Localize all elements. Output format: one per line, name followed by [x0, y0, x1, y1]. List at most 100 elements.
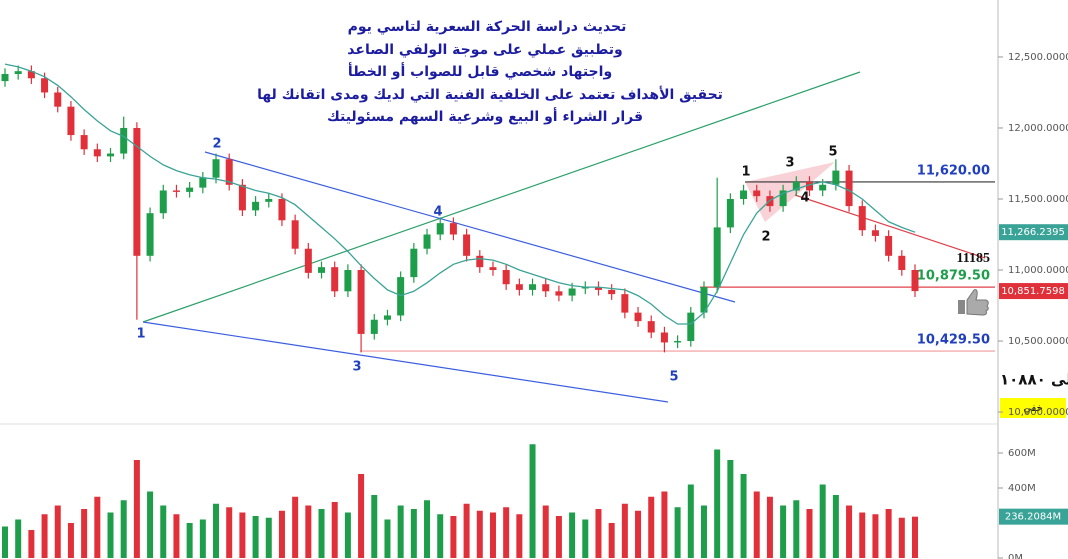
volume-bar: [516, 514, 523, 558]
pennant-label: 3: [785, 156, 794, 171]
candle-body: [832, 170, 840, 185]
candle-body: [542, 284, 550, 292]
volume-bar: [265, 517, 272, 558]
volume-bar: [15, 519, 22, 558]
volume-bar: [120, 500, 127, 558]
volume-bar: [67, 523, 74, 558]
candle-body: [621, 294, 629, 313]
candle-body: [383, 315, 391, 320]
candle-body: [581, 287, 589, 289]
volume-bar: [503, 507, 510, 558]
pennant-label: 5: [828, 145, 837, 160]
trend-line: [794, 194, 986, 259]
volume-bar: [687, 484, 694, 558]
pennant: [745, 162, 835, 222]
volume-bar: [542, 505, 549, 558]
volume-bar: [555, 516, 562, 558]
volume-bar: [872, 514, 879, 558]
volume-bar: [727, 460, 734, 558]
title-line: وتطبيق عملي على موجة الولفي الصاعد: [347, 42, 622, 58]
wave-label: 2: [212, 137, 221, 152]
volume-bar: [331, 502, 338, 558]
volume-bar: [674, 507, 681, 558]
icon-part: [958, 300, 965, 314]
candle-body: [647, 321, 655, 333]
candle-body: [568, 288, 576, 296]
volume-bar: [898, 517, 905, 558]
candle-body: [252, 201, 260, 211]
candle-body: [898, 255, 906, 271]
volume-bar: [424, 500, 431, 558]
candle-body: [489, 267, 497, 271]
candle-body: [529, 284, 537, 290]
title-line: قرار الشراء أو البيع وشرعية السهم مسئولي…: [327, 107, 643, 125]
volume-bar: [186, 523, 193, 558]
candle-body: [133, 127, 141, 256]
candle-body: [660, 332, 668, 343]
candle-body: [515, 284, 523, 290]
candle-body: [304, 248, 312, 273]
volume-bar: [912, 516, 918, 558]
candle-body: [805, 181, 813, 191]
volume-bar: [318, 509, 325, 558]
candle-body: [687, 312, 695, 342]
pennant-label: 1: [741, 165, 750, 180]
volume-bar: [107, 512, 114, 558]
volume-bar: [806, 509, 813, 558]
volume-bar: [819, 484, 826, 558]
wave-label: 4: [433, 205, 442, 220]
candle-body: [885, 235, 893, 256]
candle-body: [555, 291, 563, 296]
volume-bar: [846, 505, 853, 558]
volume-bar: [832, 495, 839, 558]
volume-bar: [635, 510, 642, 558]
target-text: 11185: [957, 251, 990, 266]
candle-body: [740, 190, 748, 199]
candle-body: [172, 190, 180, 192]
candle-body: [700, 287, 708, 313]
candle-body: [107, 153, 115, 157]
candle-body: [93, 149, 101, 157]
volume-bar: [859, 512, 866, 558]
volume-bar: [661, 491, 668, 558]
volume-bar: [766, 496, 773, 558]
candle-body: [753, 190, 761, 197]
level-label: 10,429.50: [917, 333, 990, 348]
hidden-label: خفي: [1023, 403, 1043, 414]
y-tick-label: 11,000.0000: [1008, 265, 1068, 276]
note: الايجابية العودة على ١٠٨٨٠: [1000, 371, 1068, 389]
candle-body: [291, 220, 299, 249]
volume-bar: [252, 516, 259, 558]
pennant-label: 4: [800, 191, 809, 206]
volume-tick-label: 0M: [1008, 553, 1023, 559]
volume-bar: [160, 505, 167, 558]
candle-body: [449, 223, 457, 235]
candle-body: [159, 190, 167, 214]
plot: 12,500.0000 12,000.0000 11,500.0000 11,000.…: [1, 52, 1068, 559]
candle-body: [238, 184, 246, 211]
volume-bar: [358, 474, 365, 558]
volume-bar: [437, 514, 444, 558]
volume-bar: [621, 503, 628, 558]
volume-bar: [714, 449, 721, 558]
close-last-label: 10,851.7598: [1001, 286, 1065, 297]
title-line: واجتهاد شخصي قابل للصواب أو الخطأ: [348, 62, 612, 80]
y-tick-label: 12,000.0000: [1008, 123, 1068, 134]
ma-last-box: [999, 224, 1068, 241]
candle-body: [423, 234, 431, 249]
candle-body: [225, 159, 233, 185]
close-last-box: [999, 283, 1068, 300]
candle-body: [186, 187, 194, 192]
trend-line: [204, 151, 736, 303]
level-label: 10,879.50: [917, 269, 990, 284]
candle-body: [41, 78, 49, 93]
candle-body: [726, 198, 734, 228]
candle-body: [779, 190, 787, 207]
level-label: 11,620.00: [917, 163, 990, 178]
volume-bar: [608, 523, 615, 558]
candle-body: [410, 248, 418, 278]
volume-bar: [582, 519, 589, 558]
icon-part: [966, 289, 989, 316]
candle-body: [502, 270, 510, 285]
